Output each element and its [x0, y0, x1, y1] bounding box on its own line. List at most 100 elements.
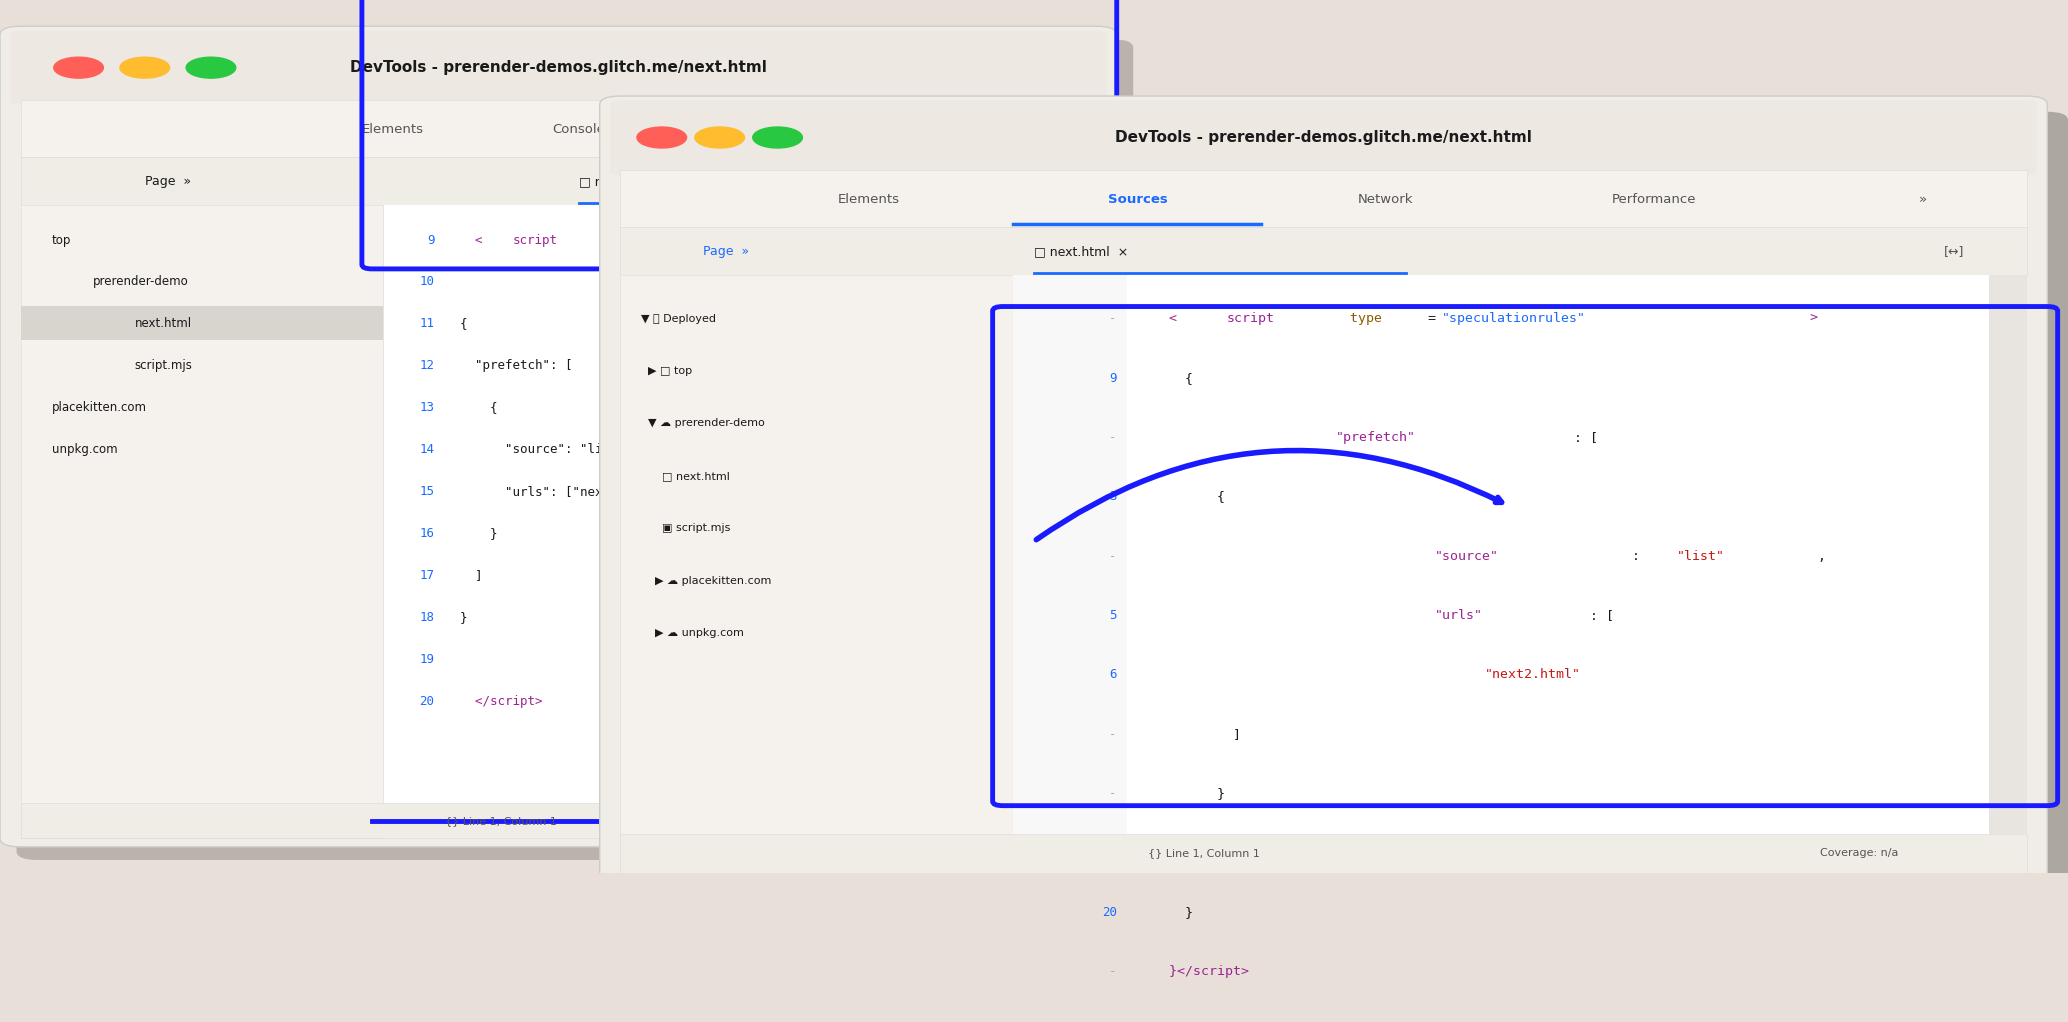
- Text: "source": "list",: "source": "list",: [445, 444, 633, 456]
- FancyBboxPatch shape: [0, 27, 1117, 847]
- Bar: [21, 205, 383, 838]
- Text: ▶ ☁ placekitten.com: ▶ ☁ placekitten.com: [641, 575, 771, 586]
- Text: "prefetch": "prefetch": [1336, 431, 1417, 444]
- Text: -: -: [1108, 965, 1117, 978]
- Text: top: top: [52, 234, 70, 246]
- Text: -: -: [1108, 312, 1117, 325]
- Text: 15: 15: [420, 485, 434, 498]
- Text: □ next.html  ×: □ next.html ×: [579, 175, 674, 188]
- Text: }</script>: }</script>: [1137, 965, 1249, 978]
- Text: 11: 11: [420, 318, 434, 330]
- Text: }: }: [445, 611, 467, 623]
- Text: Sources: Sources: [757, 123, 815, 136]
- Text: 20: 20: [1102, 905, 1117, 919]
- Text: Page  »: Page »: [703, 245, 749, 258]
- Bar: [620, 171, 2027, 227]
- Text: 9: 9: [1108, 372, 1117, 384]
- Text: ▼ ⧁ Deployed: ▼ ⧁ Deployed: [641, 314, 716, 324]
- Text: -: -: [1108, 431, 1117, 444]
- Text: {: {: [1137, 491, 1226, 503]
- Text: 18: 18: [420, 611, 434, 623]
- Text: =: =: [1427, 312, 1435, 325]
- Text: type: type: [1342, 312, 1381, 325]
- Text: DevTools - prerender-demos.glitch.me/next.html: DevTools - prerender-demos.glitch.me/nex…: [1115, 130, 1532, 145]
- Text: □ next.html: □ next.html: [641, 471, 730, 480]
- Text: {: {: [1137, 372, 1193, 384]
- Text: 20: 20: [420, 695, 434, 707]
- Text: 9: 9: [426, 234, 434, 246]
- Text: Performance: Performance: [1613, 192, 1696, 205]
- Bar: [1989, 275, 2027, 834]
- Text: <: <: [1137, 312, 1177, 325]
- Text: 3: 3: [1108, 491, 1117, 503]
- Text: »: »: [1919, 192, 1927, 205]
- Text: unpkg.com: unpkg.com: [52, 444, 118, 456]
- Text: =: =: [668, 234, 676, 246]
- Text: {: {: [445, 402, 496, 414]
- Text: "urls": "urls": [1435, 609, 1483, 622]
- Text: script: script: [513, 234, 558, 246]
- Text: "prefetch": [: "prefetch": [: [445, 360, 573, 372]
- Text: }: }: [1137, 787, 1226, 800]
- Text: 16: 16: [420, 527, 434, 540]
- FancyBboxPatch shape: [620, 111, 2068, 897]
- Text: </script>: </script>: [445, 695, 542, 707]
- FancyBboxPatch shape: [610, 100, 2037, 175]
- Circle shape: [186, 57, 236, 78]
- Text: ]: ]: [1137, 846, 1210, 860]
- Circle shape: [695, 127, 744, 148]
- Text: ▼ ☁ prerender-demo: ▼ ☁ prerender-demo: [641, 418, 765, 428]
- Text: ]: ]: [1137, 728, 1241, 741]
- Text: Coverage: Coverage: [931, 816, 984, 826]
- Bar: [21, 803, 1096, 838]
- Text: <: <: [445, 234, 482, 246]
- Circle shape: [120, 57, 170, 78]
- Text: ▶ □ top: ▶ □ top: [641, 366, 693, 376]
- Text: 19: 19: [420, 653, 434, 665]
- Text: -: -: [1108, 728, 1117, 741]
- Text: "speculationrules": "speculationrules": [680, 234, 815, 246]
- Text: {} Line 1, Column 1: {} Line 1, Column 1: [445, 816, 556, 826]
- Text: 5: 5: [1108, 609, 1117, 622]
- Text: [↔]: [↔]: [1944, 245, 1965, 258]
- Text: {} Line 1, Column 1: {} Line 1, Column 1: [1148, 848, 1259, 858]
- Text: script: script: [1226, 312, 1274, 325]
- Bar: [620, 275, 2027, 873]
- Text: >: >: [1810, 312, 1818, 325]
- Text: "urls": ["next2.html"]: "urls": ["next2.html"]: [445, 485, 670, 498]
- Text: next.html: next.html: [134, 318, 192, 330]
- Text: 13: 13: [420, 402, 434, 414]
- Text: Elements: Elements: [362, 123, 424, 136]
- Text: Sources: Sources: [1108, 192, 1166, 205]
- Text: "list": "list": [1677, 550, 1725, 563]
- Circle shape: [54, 57, 103, 78]
- Text: 12: 12: [420, 360, 434, 372]
- FancyBboxPatch shape: [17, 39, 1133, 860]
- Text: >: >: [951, 234, 960, 246]
- Bar: [620, 227, 2027, 275]
- Text: ▣ script.mjs: ▣ script.mjs: [641, 523, 730, 533]
- Text: : [: : [: [1590, 609, 1615, 622]
- Text: □ next.html  ×: □ next.html ×: [1034, 245, 1129, 258]
- Text: :: :: [1632, 550, 1648, 563]
- Bar: [21, 157, 1096, 205]
- Text: 14: 14: [420, 444, 434, 456]
- Text: type: type: [600, 234, 637, 246]
- Text: placekitten.com: placekitten.com: [52, 402, 147, 414]
- Bar: [620, 834, 2027, 873]
- Circle shape: [637, 127, 687, 148]
- Text: }: }: [1137, 905, 1193, 919]
- Circle shape: [753, 127, 802, 148]
- FancyBboxPatch shape: [10, 31, 1106, 105]
- Text: 17: 17: [420, 569, 434, 582]
- Bar: [1013, 275, 1127, 873]
- Text: Coverage: n/a: Coverage: n/a: [1820, 848, 1898, 858]
- Text: prerender-demo: prerender-demo: [93, 276, 188, 288]
- Text: : [: : [: [1574, 431, 1599, 444]
- Bar: [620, 275, 1013, 873]
- Text: Elements: Elements: [838, 192, 900, 205]
- Text: Console: Console: [552, 123, 606, 136]
- Text: Network: Network: [1359, 192, 1412, 205]
- Text: -: -: [1108, 846, 1117, 860]
- Text: Network: Network: [966, 123, 1020, 136]
